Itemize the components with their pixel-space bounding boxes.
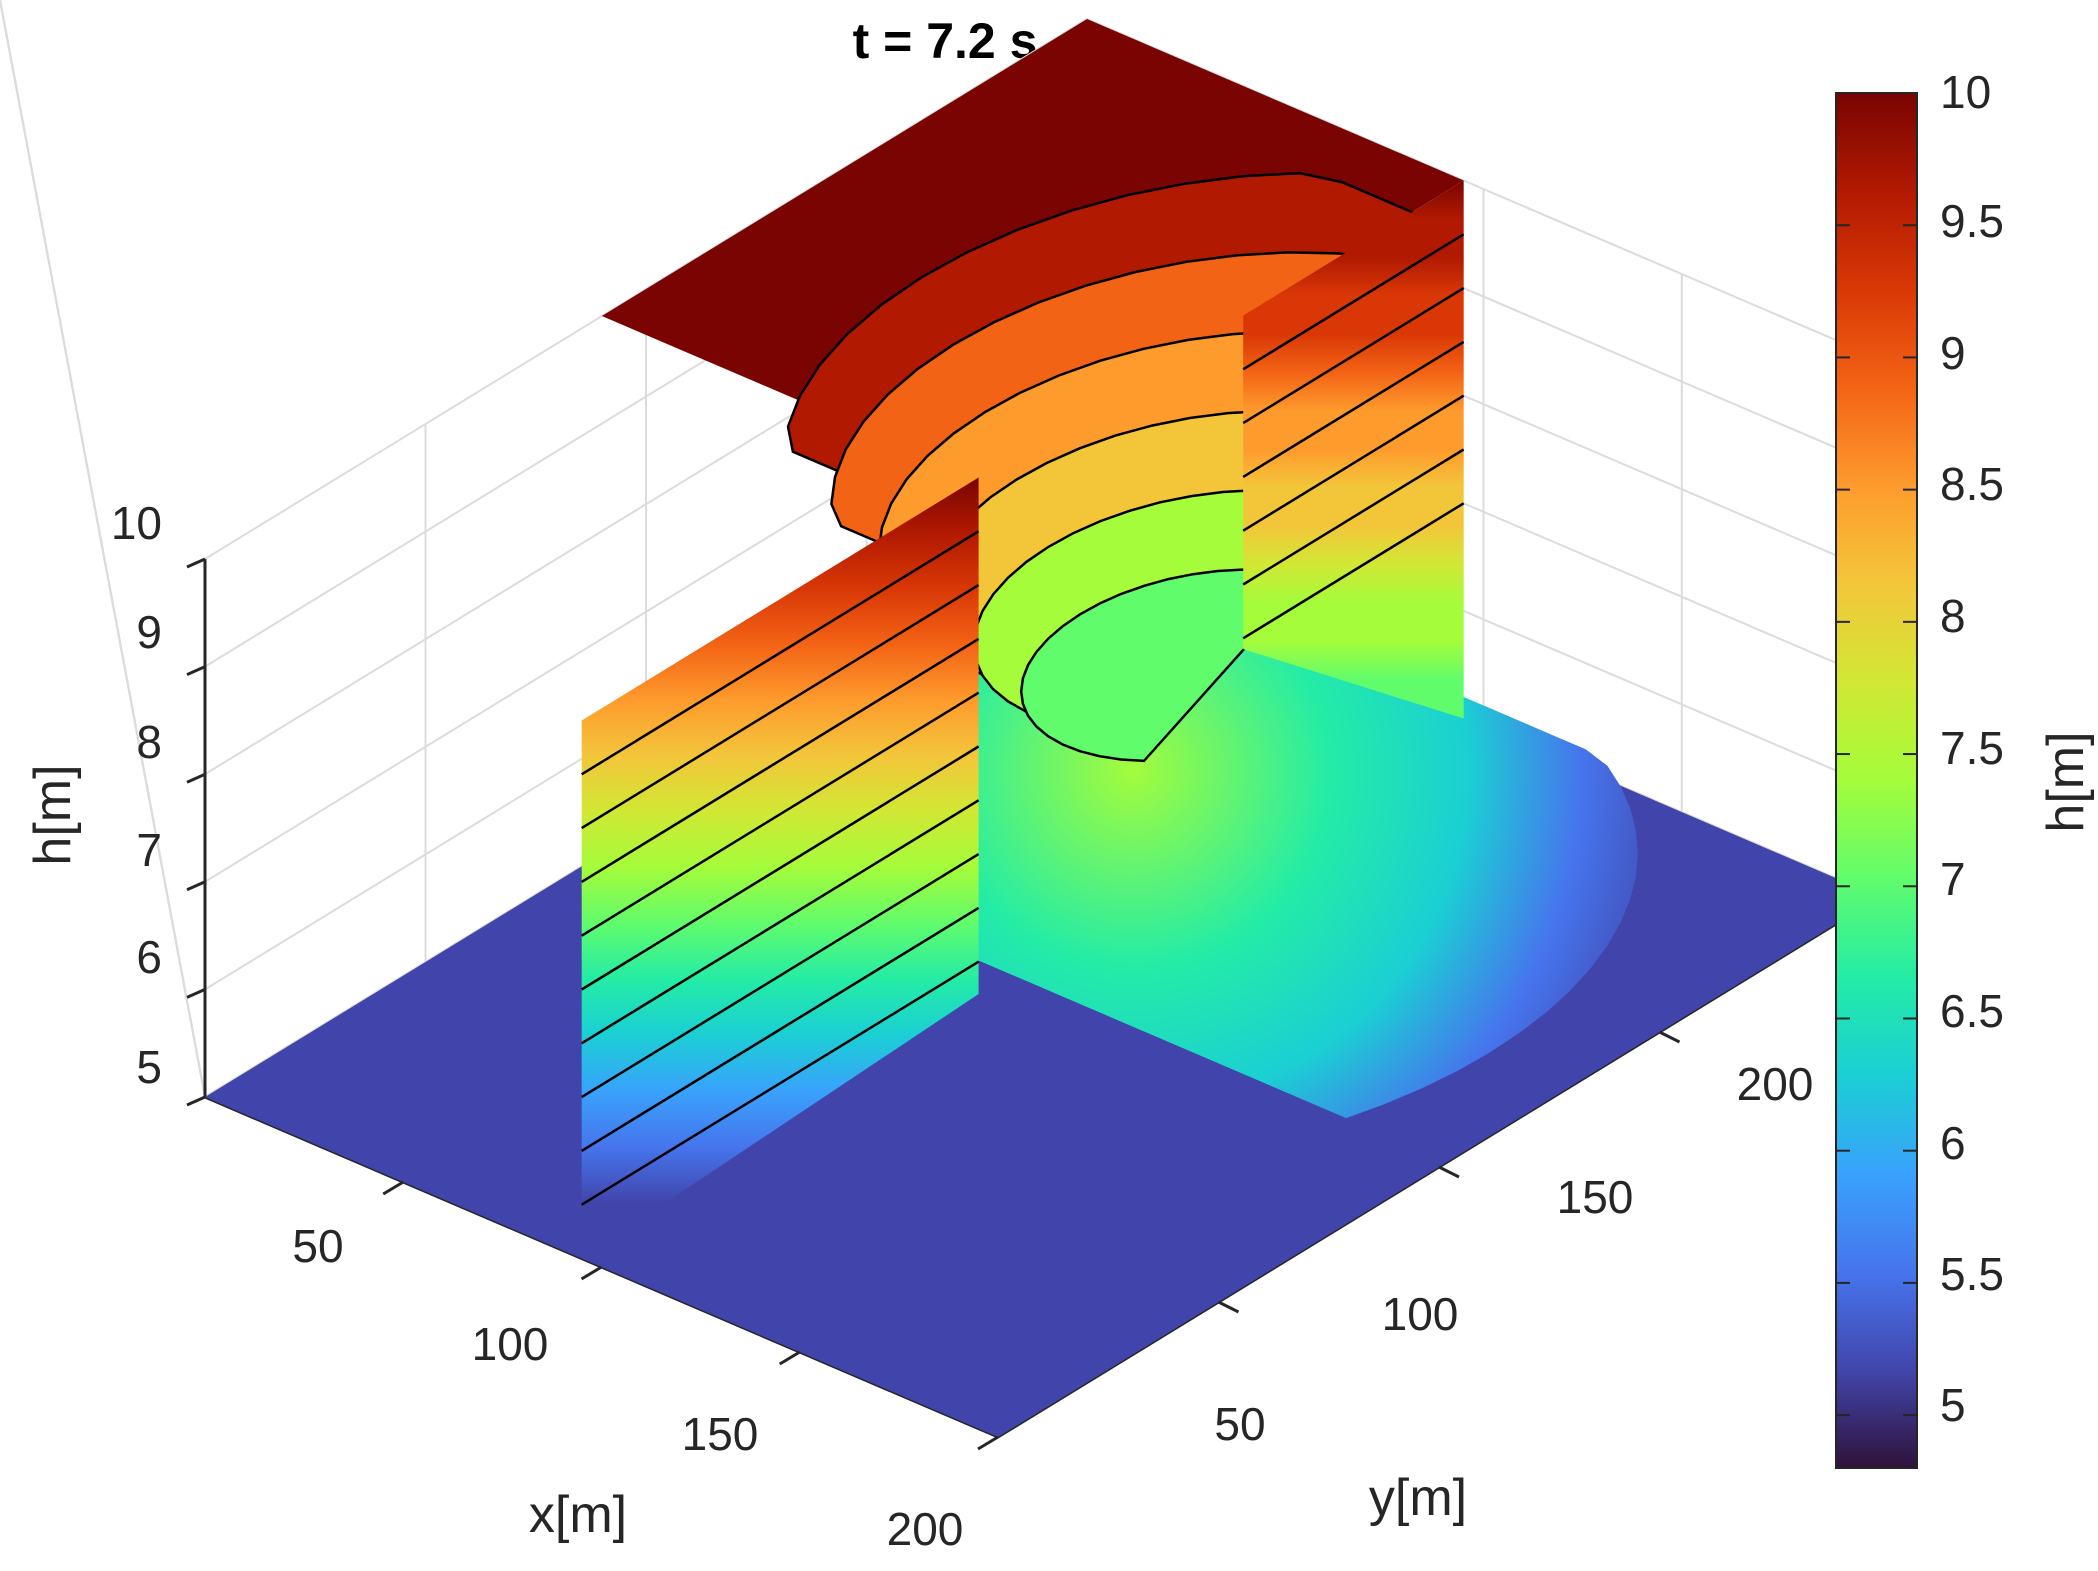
contour-line	[581, 745, 980, 991]
contour-line	[581, 799, 980, 1045]
dam-wall-back	[1243, 180, 1464, 719]
z-tick-label: 5	[136, 1041, 162, 1093]
x-axis-title: x[m]	[529, 1486, 627, 1544]
x-tick-label: 200	[887, 1503, 964, 1555]
y-tick-labels: 50 100 150 200	[1214, 1058, 1813, 1450]
chart-title: t = 7.2 s	[853, 13, 1038, 69]
colorbar-scale	[1835, 92, 1918, 1469]
contour-line	[1242, 394, 1465, 532]
colorbar-tick-label: 9.5	[1940, 195, 2004, 247]
y-tick-label: 50	[1214, 1398, 1265, 1450]
x-tick-label: 150	[682, 1408, 759, 1460]
contour-line	[581, 960, 980, 1206]
colorbar-tick-marks	[1836, 92, 1917, 1417]
contour-line	[581, 530, 980, 776]
contour-line	[581, 853, 980, 1099]
y-tick-label: 200	[1737, 1058, 1814, 1110]
z-tick	[186, 1095, 206, 1107]
grid-line	[0, 0, 206, 1098]
z-tick-label: 7	[136, 824, 162, 876]
z-axis-title: h[m]	[24, 764, 82, 865]
z-tick-labels: 5 6 7 8 9 10	[111, 497, 162, 1093]
x-tick	[580, 1265, 603, 1281]
colorbar-tick-label: 9	[1940, 327, 1966, 379]
colorbar-tick-label: 5	[1940, 1379, 1966, 1431]
x-tick	[778, 1350, 801, 1366]
contour-line	[1242, 233, 1465, 371]
contour-line	[581, 906, 980, 1152]
z-tick	[186, 988, 206, 999]
contour-line	[581, 584, 980, 830]
reservoir-top	[205, 19, 1464, 559]
y-tick	[1438, 1165, 1460, 1179]
y-tick-label: 150	[1557, 1171, 1634, 1223]
water-surface	[205, 19, 1880, 1437]
y-tick-label: 100	[1382, 1288, 1459, 1340]
z-tick-label: 9	[136, 606, 162, 658]
colorbar-tick-labels: 5 5.5 6 6.5 7 7.5 8 8.5 9 9.5 10	[1940, 66, 2004, 1431]
contour-band	[1019, 568, 1312, 763]
contour-line	[1242, 502, 1465, 640]
z-tick-label: 10	[111, 497, 162, 549]
contour-line	[581, 637, 980, 883]
y-tick	[1217, 1300, 1240, 1314]
colorbar-tick-label: 7	[1940, 853, 1966, 905]
contour-line	[1242, 287, 1465, 425]
contour-line	[1242, 448, 1465, 586]
x-tick	[382, 1180, 405, 1196]
colorbar-tick-label: 7.5	[1940, 722, 2004, 774]
z-tick	[186, 772, 206, 784]
colorbar-tick-label: 5.5	[1940, 1248, 2004, 1300]
x-tick-label: 50	[292, 1220, 343, 1272]
z-tick	[186, 557, 206, 569]
z-tick-label: 6	[136, 931, 162, 983]
contour-line	[581, 691, 980, 937]
contour-line	[1242, 340, 1465, 478]
z-tick-label: 8	[136, 716, 162, 768]
z-tick	[186, 880, 206, 892]
x-tick	[977, 1435, 999, 1451]
colorbar-tick-label: 6.5	[1940, 985, 2004, 1037]
y-tick	[1658, 1030, 1681, 1044]
colorbar-title: h[m]	[2037, 731, 2095, 832]
colorbar-tick-label: 8	[1940, 590, 1966, 642]
colorbar-tick-label: 6	[1940, 1117, 1966, 1169]
x-tick-labels: 50 100 150 200	[292, 1220, 963, 1555]
colorbar: 5 5.5 6 6.5 7 7.5 8 8.5 9 9.5 10 h[m]	[1835, 66, 2095, 1469]
z-tick	[186, 665, 206, 676]
x-tick-label: 100	[472, 1318, 549, 1370]
y-axis-title: y[m]	[1369, 1469, 1467, 1527]
colorbar-tick-label: 8.5	[1940, 458, 2004, 510]
colorbar-tick-label: 10	[1940, 66, 1991, 118]
